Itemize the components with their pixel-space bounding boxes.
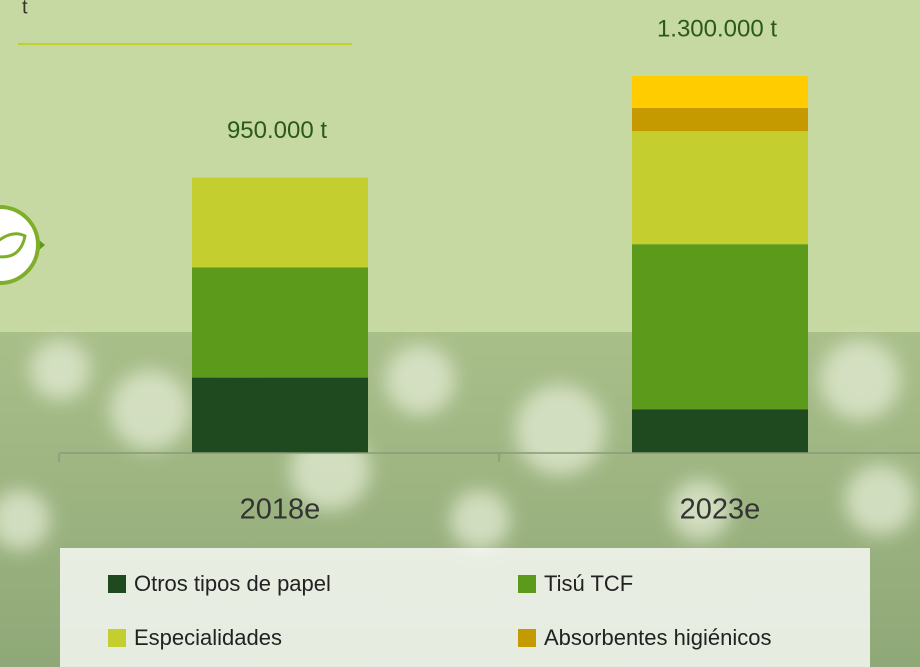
- bar-segment: [632, 107, 808, 132]
- bar-segment: [632, 409, 808, 453]
- legend-label: Absorbentes higiénicos: [544, 625, 771, 650]
- legend-label: Otros tipos de papel: [134, 571, 331, 596]
- x-tick-label: 2018e: [240, 494, 321, 526]
- total-label: 950.000 t: [227, 117, 327, 144]
- legend-swatch: [108, 575, 126, 593]
- bar-segment: [632, 76, 808, 108]
- x-tick-label: 2023e: [680, 494, 761, 526]
- bar-segment: [632, 131, 808, 245]
- total-label: 1.300.000 t: [657, 15, 777, 42]
- bar-segment: [192, 267, 368, 378]
- legend-swatch: [108, 629, 126, 647]
- unit-label: t: [22, 0, 28, 18]
- legend-label: Tisú TCF: [544, 571, 633, 596]
- bar-segment: [192, 177, 368, 268]
- legend-swatch: [518, 629, 536, 647]
- bar-segment: [192, 377, 368, 453]
- legend-swatch: [518, 575, 536, 593]
- leaf-badge: [0, 205, 45, 285]
- legend-box: [60, 548, 870, 667]
- legend-label: Especialidades: [134, 625, 282, 650]
- bar-segment: [632, 244, 808, 410]
